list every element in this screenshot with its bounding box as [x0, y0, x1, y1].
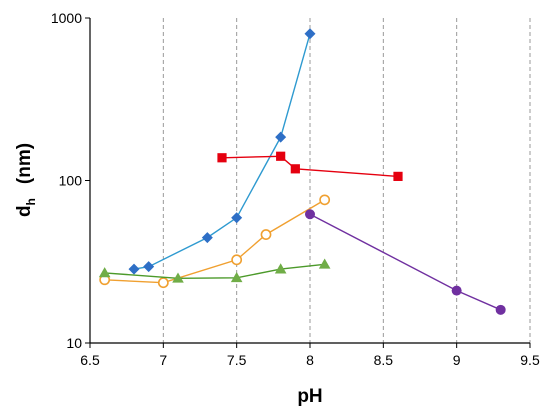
y-tick-labels: 10 100 1000 — [51, 10, 90, 351]
y-axis-title: dh (nm) — [14, 143, 38, 217]
x-tick-label: 9 — [453, 352, 461, 368]
grid-lines — [162, 18, 531, 343]
x-axis-title: pH — [297, 386, 322, 407]
y-tick-label: 1000 — [51, 10, 82, 26]
x-tick-labels: 6.5 7 7.5 8 8.5 9 9.5 — [80, 343, 540, 368]
data-point — [290, 164, 300, 174]
series-line — [221, 155, 399, 178]
x-tick-label: 8 — [306, 352, 314, 368]
data-point — [230, 271, 243, 283]
y-tick-label: 10 — [66, 335, 82, 351]
x-tick-label: 7 — [159, 352, 167, 368]
series-5 — [305, 209, 506, 315]
data-point — [495, 304, 506, 315]
y-axis-title-sub: h — [24, 198, 38, 205]
series-line — [309, 213, 501, 311]
data-point — [260, 229, 272, 240]
data-point — [201, 232, 213, 244]
data-point — [274, 263, 287, 274]
y-axis-title-group: dh (nm) — [14, 143, 38, 217]
data-point — [304, 28, 316, 40]
series-3 — [99, 194, 331, 289]
data-point — [393, 171, 403, 181]
data-point — [128, 263, 140, 275]
series-layer — [98, 28, 506, 315]
series-2 — [217, 151, 403, 181]
data-point — [276, 151, 286, 161]
data-point — [157, 277, 169, 289]
data-point — [231, 212, 243, 224]
y-axis-title-main: d — [14, 205, 35, 217]
data-point — [98, 267, 111, 278]
x-tick-label: 6.5 — [80, 352, 100, 368]
series-4 — [98, 258, 331, 283]
data-point — [143, 261, 155, 273]
data-point — [319, 194, 331, 206]
data-point — [305, 209, 315, 220]
series-1 — [128, 28, 316, 275]
data-point — [318, 258, 331, 269]
x-tick-label: 7.5 — [227, 352, 247, 368]
data-point — [451, 285, 462, 296]
y-axis-title-unit: (nm) — [14, 143, 35, 184]
y-tick-label: 100 — [59, 173, 83, 189]
series-line — [133, 33, 311, 270]
data-point — [231, 254, 243, 266]
x-tick-label: 8.5 — [374, 352, 394, 368]
data-point — [275, 131, 287, 143]
x-tick-label: 9.5 — [520, 352, 540, 368]
data-point — [217, 153, 227, 163]
data-point — [172, 272, 184, 283]
